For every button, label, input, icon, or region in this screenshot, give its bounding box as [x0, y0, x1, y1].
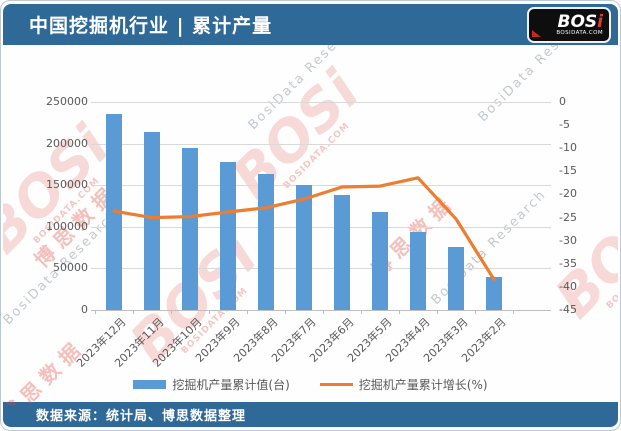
right-axis-tick-label: -40 — [559, 279, 577, 293]
right-axis-tick-label: -45 — [559, 303, 577, 316]
bosi-logo-text: BOSi — [557, 11, 603, 32]
x-axis-tick — [323, 310, 324, 314]
x-axis-tick — [209, 310, 210, 314]
bar — [144, 132, 160, 310]
legend-item-line: 挖掘机产量累计增长(%) — [319, 376, 488, 393]
bosi-logo-site: BOSIDATA.COM — [556, 29, 603, 36]
bar — [448, 247, 464, 310]
right-axis-tick-label: -20 — [559, 187, 577, 201]
page-title: 中国挖掘机行业 | 累计产量 — [29, 15, 273, 37]
x-axis-tick — [361, 310, 362, 314]
x-axis-tick — [285, 310, 286, 314]
bar — [258, 174, 274, 310]
bar — [220, 161, 236, 310]
gridline — [91, 226, 551, 228]
bar — [486, 277, 502, 310]
bar — [334, 195, 350, 310]
legend-item-bar: 挖掘机产量累计值(台) — [133, 376, 290, 393]
bar — [182, 147, 198, 310]
bar — [372, 212, 388, 310]
x-axis-tick — [133, 310, 134, 314]
legend-label-bar: 挖掘机产量累计值(台) — [172, 378, 290, 392]
plot-area: 250000 200000 150000 100000 50000 0 0 -5 -10 -15 -… — [3, 45, 618, 405]
x-axis-tick — [95, 310, 96, 314]
x-axis-tick — [513, 310, 514, 314]
left-axis-tick-label: 250000 — [46, 95, 88, 108]
left-axis-tick-label: 50000 — [53, 261, 88, 275]
data-source-text: 数据来源：统计局、博思数据整理 — [36, 409, 247, 424]
gridline — [91, 268, 551, 270]
bar — [410, 231, 426, 310]
right-axis-tick-label: -30 — [559, 233, 577, 247]
x-axis-tick — [399, 310, 400, 314]
x-axis-line — [91, 310, 551, 311]
source-bar: 数据来源：统计局、博思数据整理 — [3, 402, 618, 427]
bosi-logo-triangle-icon — [532, 30, 541, 37]
right-axis-tick-label: -15 — [559, 164, 577, 178]
gridline — [91, 143, 551, 145]
left-axis-tick-label: 200000 — [46, 136, 88, 150]
left-axis-tick-label: 0 — [81, 303, 88, 316]
right-axis-tick-label: -35 — [559, 256, 577, 270]
right-axis-tick-label: -5 — [559, 118, 570, 132]
right-axis-tick-label: -25 — [559, 210, 577, 224]
x-axis-tick — [171, 310, 172, 314]
x-axis-tick — [247, 310, 248, 314]
gridline — [91, 102, 551, 103]
x-axis-tick — [475, 310, 476, 314]
chart-area: BOSi BOSIDATA.COM 博思数据 BosiData Research Bos… — [3, 45, 618, 405]
left-axis-tick-label: 150000 — [46, 178, 88, 192]
right-axis-tick-label: 0 — [559, 95, 566, 108]
right-axis-tick-label: -10 — [559, 141, 577, 155]
bar-swatch-icon — [133, 380, 167, 389]
left-axis-tick-label: 100000 — [46, 219, 88, 233]
chart-header: 中国挖掘机行业 | 累计产量 BOSi BOSIDATA.COM — [3, 4, 618, 45]
line-swatch-icon — [319, 383, 353, 386]
x-axis-tick — [437, 310, 438, 314]
legend-label-line: 挖掘机产量累计增长(%) — [358, 378, 488, 392]
bar — [106, 113, 122, 310]
bar — [296, 185, 312, 310]
gridline — [91, 185, 551, 187]
bosi-logo: BOSi BOSIDATA.COM — [527, 7, 611, 43]
legend: 挖掘机产量累计值(台) 挖掘机产量累计增长(%) — [3, 376, 618, 393]
